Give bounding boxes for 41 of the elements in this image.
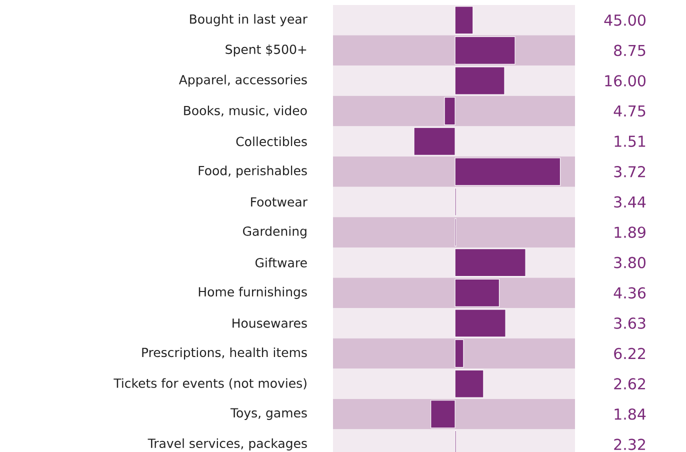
- bar: [454, 248, 526, 277]
- y-tick-label: Home furnishings: [198, 286, 307, 299]
- bar: [454, 66, 505, 95]
- text: 1.51: [614, 136, 646, 147]
- y-tick-label: Housewares: [232, 318, 307, 328]
- text: 6.22: [614, 348, 645, 360]
- bar: [454, 6, 474, 34]
- text: 45.00: [604, 14, 646, 26]
- text: 3.72: [614, 166, 645, 178]
- y-tick-label: Tickets for events (not movies): [114, 378, 306, 390]
- text: 3.63: [614, 318, 646, 329]
- y-tick-label: Gardening: [243, 226, 306, 238]
- bar: [454, 309, 506, 338]
- y-tick-label: Footwear: [251, 197, 308, 207]
- y-tick-label: Giftware: [256, 258, 307, 268]
- text: 4.36: [614, 287, 646, 299]
- y-tick-label: Books, music, video: [184, 106, 307, 117]
- y-tick-label: Apparel, accessories: [178, 74, 307, 87]
- bar: [454, 36, 516, 65]
- bar: [444, 97, 456, 126]
- text: 3.80: [614, 256, 646, 268]
- bar: [430, 400, 456, 428]
- text: 1.84: [614, 408, 646, 420]
- y-tick-label: Toys, games: [230, 408, 307, 420]
- y-tick-label: Food, perishables: [198, 166, 307, 178]
- bar: [454, 278, 500, 307]
- text: 1.89: [614, 226, 646, 238]
- text: 4.75: [614, 105, 646, 117]
- text: 3.44: [614, 196, 646, 208]
- y-tick-label: Prescriptions, health items: [142, 347, 307, 360]
- y-tick-label: Collectibles: [236, 136, 307, 146]
- text: 2.62: [614, 378, 645, 390]
- y-tick-label: Spent $500+: [226, 44, 306, 56]
- bar: [454, 370, 484, 398]
- text: 2.32: [614, 438, 645, 450]
- y-tick-label: Travel services, packages: [148, 438, 307, 450]
- text: 16.00: [605, 75, 646, 86]
- bar: [454, 339, 464, 368]
- bar: [414, 127, 456, 156]
- y-tick-label: Bought in last year: [190, 14, 308, 26]
- text: 8.75: [614, 44, 646, 56]
